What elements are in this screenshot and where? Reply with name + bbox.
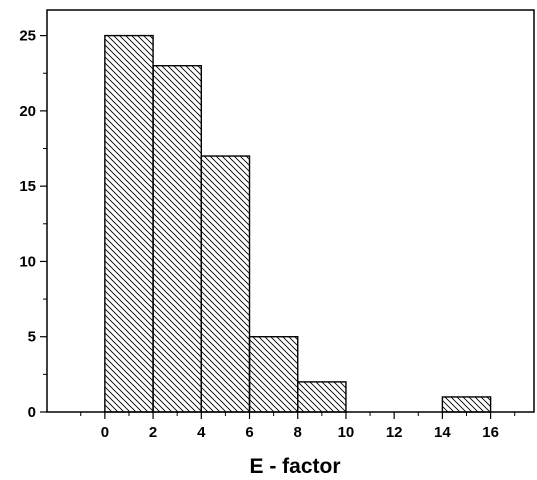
x-tick-label: 6 (245, 424, 253, 441)
y-tick-label: 20 (19, 103, 36, 120)
x-tick-label: 14 (434, 424, 451, 441)
histogram-bar (104, 34, 154, 413)
y-tick-label: 15 (19, 178, 36, 195)
x-tick-label: 8 (294, 424, 302, 441)
y-ticks-group: 0 5 10 15 20 25 (19, 28, 47, 421)
y-tick-label: 5 (28, 329, 36, 346)
y-tick-label: 10 (19, 253, 36, 270)
histogram-bar (152, 65, 202, 413)
plot-frame (46, 9, 535, 413)
x-ticks-group: 0 2 4 6 8 10 12 14 16 (80, 412, 516, 441)
x-axis-title: E - factor (249, 455, 340, 478)
x-tick-label: 4 (197, 424, 206, 441)
y-tick-label: 25 (19, 28, 36, 45)
histogram-bar (441, 396, 492, 413)
histogram-bar (248, 336, 299, 413)
y-tick-label: 0 (28, 404, 36, 421)
histogram-bar (297, 381, 347, 413)
x-tick-label: 0 (101, 424, 109, 441)
bars-group (104, 34, 492, 413)
histogram-bar (200, 155, 251, 413)
x-tick-label: 16 (482, 424, 499, 441)
x-tick-label: 12 (386, 424, 403, 441)
x-tick-label: 10 (338, 424, 355, 441)
x-tick-label: 2 (149, 424, 157, 441)
